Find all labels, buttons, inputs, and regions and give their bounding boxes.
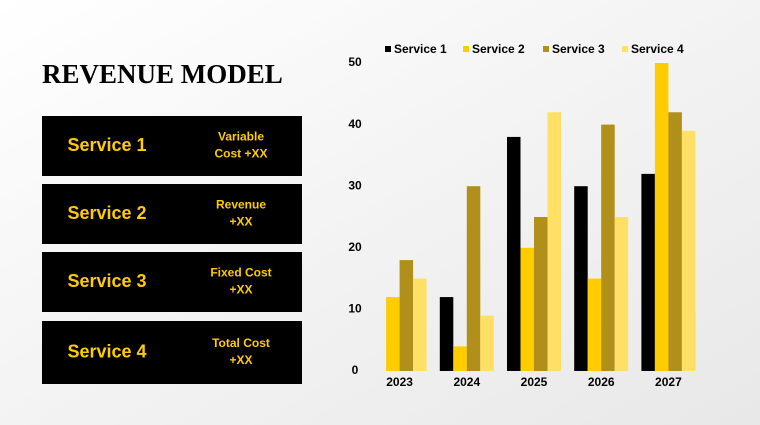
card-detail: Fixed Cost [210, 266, 271, 280]
legend-label: Service 1 [394, 42, 447, 56]
card-name: Service 1 [67, 135, 146, 155]
bar [413, 278, 427, 371]
bar [587, 278, 602, 371]
slide-title: REVENUE MODEL [42, 59, 283, 89]
card [42, 321, 302, 384]
y-tick-label: 50 [348, 55, 362, 69]
x-tick-label: 2023 [386, 375, 413, 389]
card-detail: Revenue [216, 198, 266, 212]
card-detail: +XX [229, 215, 252, 229]
legend-marker [463, 46, 469, 52]
bar [534, 217, 548, 371]
card-name: Service 4 [67, 341, 146, 361]
bar [668, 112, 682, 371]
x-tick-label: 2027 [655, 375, 682, 389]
card-detail: Cost +XX [214, 147, 267, 161]
card-detail: +XX [229, 353, 252, 367]
legend-marker [385, 46, 391, 52]
y-tick-label: 20 [348, 240, 362, 254]
x-tick-label: 2025 [521, 375, 548, 389]
card [42, 252, 302, 312]
y-tick-label: 10 [348, 302, 362, 316]
bar [386, 297, 400, 371]
legend-marker [622, 46, 628, 52]
bar [453, 346, 467, 371]
bar [681, 130, 696, 371]
bar [547, 112, 561, 371]
bar [399, 260, 414, 371]
y-tick-label: 40 [348, 117, 362, 131]
bar [574, 186, 588, 371]
bar [480, 315, 494, 371]
legend-label: Service 2 [472, 42, 525, 56]
bar [466, 186, 481, 371]
bar [614, 217, 629, 371]
card-name: Service 2 [67, 203, 146, 223]
card [42, 116, 302, 176]
bar [520, 247, 534, 371]
y-tick-label: 0 [352, 363, 359, 377]
legend-label: Service 4 [631, 42, 684, 56]
bar [654, 63, 669, 371]
card-detail: +XX [229, 283, 252, 297]
legend-marker [543, 46, 549, 52]
bar [439, 297, 454, 371]
card-detail: Variable [218, 130, 264, 144]
x-tick-label: 2026 [588, 375, 615, 389]
card-detail: Total Cost [212, 336, 270, 350]
x-tick-label: 2024 [453, 375, 480, 389]
bar [601, 124, 615, 371]
legend-label: Service 3 [552, 42, 605, 56]
y-tick-label: 30 [348, 178, 362, 192]
card-name: Service 3 [67, 271, 146, 291]
bar [507, 136, 521, 371]
bar [641, 173, 655, 371]
card [42, 184, 302, 244]
